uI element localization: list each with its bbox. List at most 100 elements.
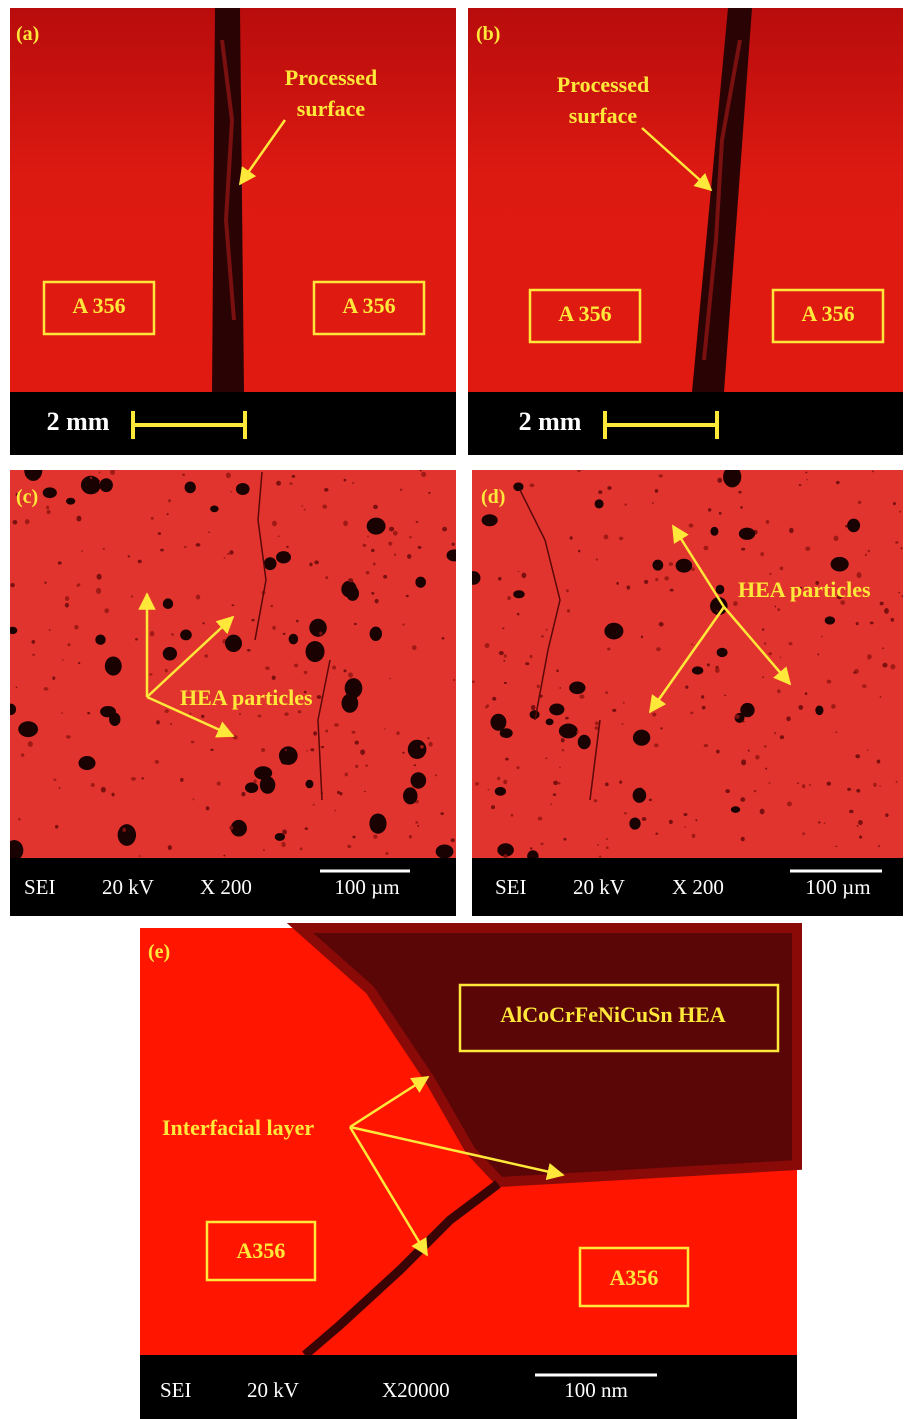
particle	[160, 549, 164, 552]
particle	[805, 472, 807, 474]
particle	[754, 790, 757, 792]
annotation: surface	[297, 96, 366, 121]
particle	[360, 749, 365, 754]
particle	[383, 575, 387, 579]
particle	[282, 829, 287, 834]
particle	[787, 802, 792, 807]
particle	[428, 742, 432, 747]
particle	[549, 703, 564, 715]
particle	[824, 822, 826, 824]
particle	[18, 721, 38, 737]
particle	[52, 676, 55, 680]
particle	[324, 488, 328, 492]
particle	[272, 521, 277, 527]
particle	[325, 576, 328, 579]
panel-label: (b)	[476, 23, 500, 45]
particle	[101, 787, 106, 793]
particle	[305, 827, 308, 830]
particle	[780, 566, 784, 570]
particle	[408, 740, 427, 759]
particle	[741, 759, 746, 765]
particle	[858, 820, 863, 825]
particle	[604, 535, 609, 540]
particle	[409, 835, 412, 839]
particle	[471, 680, 474, 683]
particle	[740, 506, 742, 509]
particle	[789, 642, 793, 645]
particle	[184, 546, 187, 548]
particle	[348, 578, 353, 582]
particle	[201, 715, 204, 718]
particle	[563, 838, 566, 841]
particle	[655, 578, 658, 581]
particle	[190, 713, 192, 715]
particle	[529, 484, 534, 488]
particle	[163, 647, 177, 661]
particle	[396, 731, 399, 735]
particle	[90, 477, 92, 479]
particle	[276, 551, 291, 563]
particle	[306, 750, 308, 751]
particle	[899, 511, 901, 513]
particle	[541, 635, 544, 637]
particle	[435, 774, 437, 776]
particle	[191, 741, 195, 744]
particle	[558, 782, 561, 784]
panel-label: (c)	[16, 486, 38, 508]
particle	[210, 749, 213, 751]
particle	[762, 628, 765, 630]
particle	[206, 806, 210, 810]
particle	[545, 758, 547, 759]
particle	[565, 717, 569, 720]
particle	[538, 817, 543, 821]
particle	[702, 706, 706, 710]
particle	[111, 793, 114, 797]
scale-bar-label: 100 µm	[805, 875, 870, 899]
particle	[633, 730, 650, 746]
particle	[882, 647, 884, 649]
particle	[716, 585, 725, 594]
particle	[100, 478, 113, 492]
particle	[131, 595, 133, 597]
particle	[797, 782, 799, 784]
annotation: Interfacial layer	[162, 1115, 314, 1140]
particle	[61, 712, 63, 714]
particle	[99, 472, 101, 474]
particle	[492, 697, 496, 701]
particle	[334, 723, 339, 726]
annotation: HEA particles	[738, 577, 871, 602]
particle	[229, 550, 233, 554]
particle	[567, 609, 570, 612]
footer-text: SEI	[24, 875, 56, 899]
footer-strip	[140, 1355, 797, 1419]
particle	[880, 696, 882, 698]
particle	[491, 805, 495, 809]
particle	[149, 673, 152, 675]
particle	[16, 686, 18, 688]
particle	[857, 825, 859, 827]
particle	[836, 481, 840, 484]
particle	[285, 749, 287, 751]
particle	[389, 527, 394, 532]
particle	[641, 636, 643, 639]
particle	[566, 589, 569, 592]
particle	[868, 550, 871, 553]
particle	[607, 647, 611, 650]
particle	[314, 560, 319, 564]
particle	[345, 678, 363, 698]
particle	[18, 818, 20, 821]
particle	[710, 527, 718, 536]
particle	[895, 541, 898, 544]
micrograph	[472, 470, 903, 858]
particle	[872, 471, 874, 473]
particle	[406, 595, 409, 597]
particle	[825, 616, 835, 624]
particle	[623, 702, 625, 704]
particle	[652, 560, 663, 571]
particle	[605, 783, 609, 787]
particle	[44, 581, 46, 583]
particle	[898, 592, 900, 593]
particle	[304, 671, 308, 674]
scale-bar-label: 2 mm	[519, 407, 582, 436]
particle	[531, 705, 535, 710]
